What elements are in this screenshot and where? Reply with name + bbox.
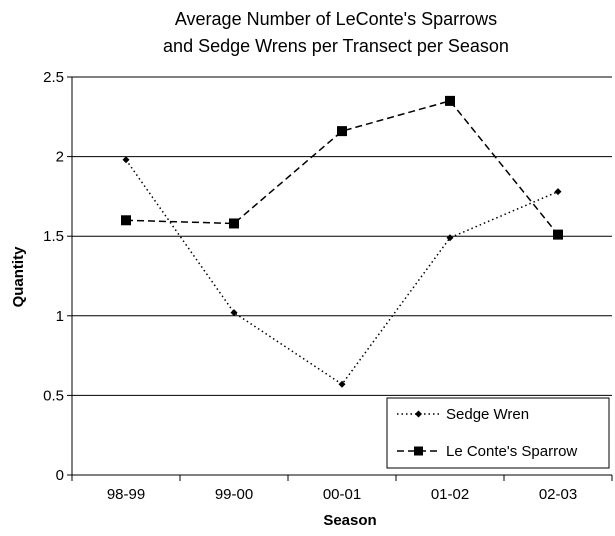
data-point-sedge-wren-02-03 (554, 188, 562, 196)
x-tick-label-01-02: 01-02 (431, 486, 469, 503)
y-tick-label-2: 1 (56, 308, 64, 325)
data-point-le-conte-s-sparrow-99-00 (229, 218, 239, 229)
legend: Sedge Wren Le Conte's Sparrow (386, 397, 610, 469)
y-tick-label-4: 2 (56, 149, 64, 166)
legend-marker-sedge-wren (415, 410, 422, 418)
y-axis-title: Quantity (10, 246, 27, 307)
x-tick-label-98-99: 98-99 (107, 486, 145, 503)
data-point-le-conte-s-sparrow-98-99 (121, 215, 131, 226)
x-tick-labels: 98-99 99-00 00-01 01-02 02-03 (107, 486, 577, 503)
y-tick-label-5: 2.5 (43, 69, 64, 86)
data-point-sedge-wren-01-02 (446, 234, 454, 242)
y-tick-label-3: 1.5 (43, 228, 64, 245)
y-tick-label-1: 0.5 (43, 387, 64, 404)
y-tick-label-0: 0 (56, 467, 64, 484)
axes (67, 76, 613, 481)
gridlines (72, 76, 612, 396)
legend-box (386, 397, 610, 469)
data-point-sedge-wren-99-00 (230, 309, 238, 317)
x-axis-title: Season (323, 512, 376, 529)
chart-title-line-1: Average Number of LeConte's Sparrows (175, 9, 497, 29)
legend-label-sedge-wren: Sedge Wren (446, 406, 529, 423)
legend-label-le-contes-sparrow: Le Conte's Sparrow (446, 443, 577, 460)
series-line-sedge-wren (125, 159, 559, 386)
legend-marker-le-contes-sparrow (414, 446, 423, 456)
data-point-le-conte-s-sparrow-00-01 (337, 126, 347, 137)
x-tick-label-00-01: 00-01 (323, 486, 361, 503)
data-point-le-conte-s-sparrow-01-02 (445, 95, 455, 106)
series-layer (121, 95, 563, 388)
x-tick-label-02-03: 02-03 (539, 486, 577, 503)
y-tick-labels: 0 0.5 1 1.5 2 2.5 (43, 69, 64, 484)
x-tick-label-99-00: 99-00 (215, 486, 253, 503)
data-point-sedge-wren-98-99 (122, 156, 130, 164)
data-point-le-conte-s-sparrow-02-03 (553, 229, 563, 240)
chart-title-line-2: and Sedge Wrens per Transect per Season (163, 36, 509, 56)
data-point-sedge-wren-00-01 (338, 380, 346, 388)
series-line-le-conte-s-sparrow (125, 100, 559, 236)
